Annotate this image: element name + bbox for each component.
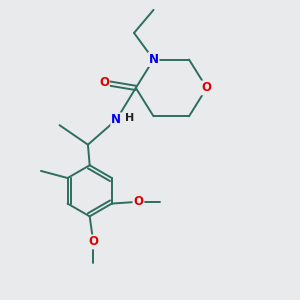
Text: O: O	[202, 81, 212, 94]
Text: O: O	[99, 76, 109, 89]
Text: N: N	[148, 53, 158, 66]
Text: O: O	[134, 195, 143, 208]
Text: N: N	[111, 113, 121, 126]
Text: O: O	[88, 236, 98, 248]
Text: H: H	[125, 113, 134, 123]
